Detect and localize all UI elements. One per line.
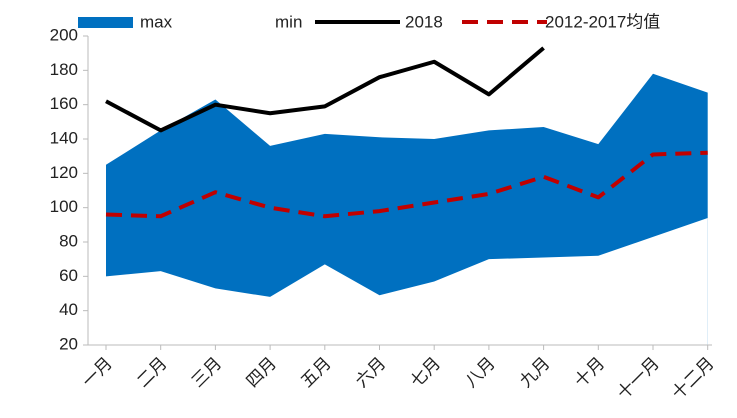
line [105, 46, 545, 133]
legend-label: 2012-2017均值 [545, 12, 660, 31]
legend-swatch [78, 17, 133, 28]
x-tick-label: 一月 [79, 354, 116, 391]
y-tick-label: 140 [50, 128, 78, 147]
y-tick-label: 80 [59, 231, 78, 250]
y-tick-label: 40 [59, 300, 78, 319]
y-tick-label: 180 [50, 60, 78, 79]
x-tick-label: 三月 [188, 354, 225, 391]
x-tick-label: 十二月 [668, 354, 717, 403]
y-tick-label: 160 [50, 94, 78, 113]
y-tick-label: 60 [59, 266, 78, 285]
x-tick-label: 八月 [461, 354, 498, 391]
y-tick-label: 20 [59, 334, 78, 353]
y-tick-label: 100 [50, 197, 78, 216]
y-tick-label: 120 [50, 163, 78, 182]
x-tick-label: 十一月 [614, 354, 663, 403]
x-tick-label: 六月 [352, 354, 389, 391]
legend-label: min [275, 12, 302, 31]
y-tick-label: 200 [50, 25, 78, 44]
x-tick-label: 五月 [297, 354, 334, 391]
x-tick-label: 二月 [133, 354, 170, 391]
area [106, 217, 708, 345]
x-tick-label: 十月 [571, 354, 608, 391]
legend-swatch [222, 17, 277, 28]
line [105, 150, 708, 219]
legend-label: max [140, 12, 173, 31]
x-tick-label: 九月 [516, 354, 553, 391]
x-tick-label: 四月 [243, 354, 280, 391]
x-tick-label: 七月 [407, 354, 444, 391]
legend-label: 2018 [405, 12, 443, 31]
